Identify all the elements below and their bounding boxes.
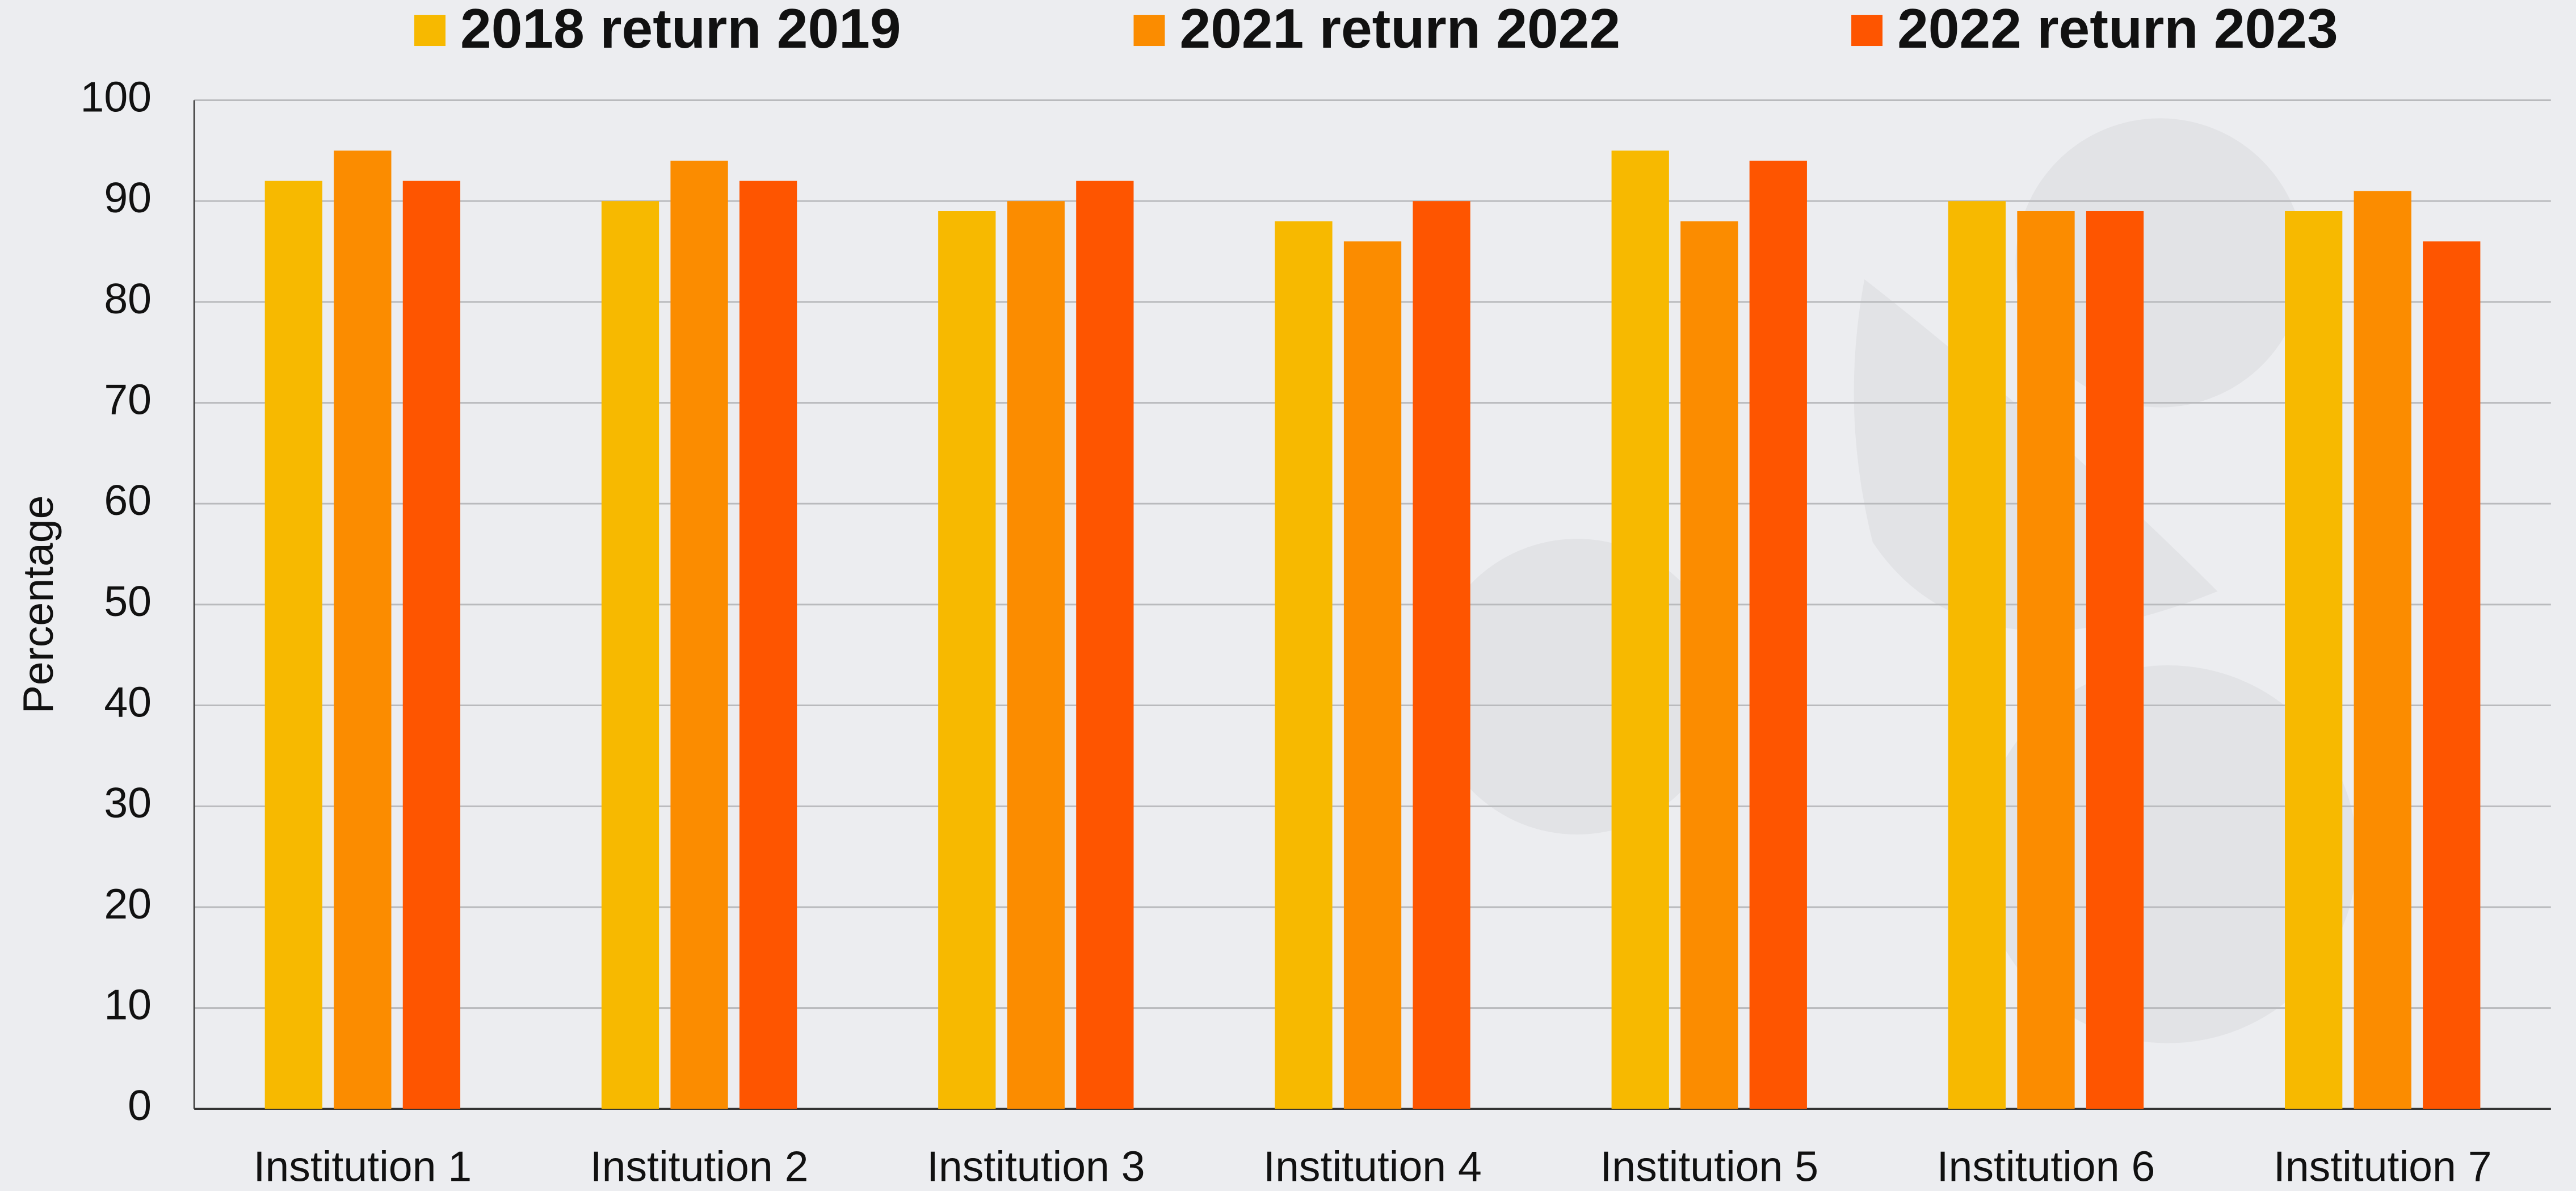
y-tick-label: 40 xyxy=(104,678,152,725)
bar xyxy=(1413,201,1470,1109)
bar xyxy=(264,181,322,1109)
x-tick-label: Institution 7 xyxy=(2274,1142,2492,1190)
bar xyxy=(1275,221,1333,1109)
y-tick-label: 50 xyxy=(104,577,152,625)
legend-swatch xyxy=(1133,15,1165,47)
bar xyxy=(2423,241,2481,1109)
legend-label: 2018 return 2019 xyxy=(460,0,901,60)
bar xyxy=(1007,201,1065,1109)
bar xyxy=(2285,211,2343,1109)
x-tick-label: Institution 6 xyxy=(1937,1142,2155,1190)
y-tick-label: 70 xyxy=(104,375,152,423)
legend-swatch xyxy=(414,15,446,47)
bar xyxy=(334,150,392,1109)
legend-label: 2021 return 2022 xyxy=(1180,0,1621,60)
y-tick-label: 60 xyxy=(104,476,152,524)
bar xyxy=(1611,150,1669,1109)
y-tick-label: 30 xyxy=(104,779,152,827)
bar xyxy=(1680,221,1738,1109)
x-tick-label: Institution 5 xyxy=(1600,1142,1818,1190)
bar xyxy=(670,161,728,1109)
y-tick-label: 90 xyxy=(104,174,152,221)
legend-label: 2022 return 2023 xyxy=(1897,0,2338,60)
bar xyxy=(601,201,659,1109)
y-tick-label: 20 xyxy=(104,880,152,928)
bar xyxy=(2354,191,2411,1109)
y-tick-label: 80 xyxy=(104,275,152,322)
y-tick-label: 0 xyxy=(128,1081,152,1129)
x-tick-label: Institution 3 xyxy=(927,1142,1145,1190)
bar xyxy=(2086,211,2144,1109)
y-axis-label: Percentage xyxy=(14,496,62,714)
x-tick-label: Institution 1 xyxy=(253,1142,472,1190)
y-tick-label: 10 xyxy=(104,981,152,1029)
x-tick-label: Institution 4 xyxy=(1263,1142,1482,1190)
bar xyxy=(739,181,797,1109)
bar xyxy=(1076,181,1134,1109)
bar xyxy=(1343,241,1402,1109)
x-tick-label: Institution 2 xyxy=(590,1142,809,1190)
bar xyxy=(2017,211,2075,1109)
y-tick-label: 100 xyxy=(80,73,152,120)
bar xyxy=(1749,161,1807,1109)
legend-swatch xyxy=(1851,15,1883,47)
bar xyxy=(1948,201,2006,1109)
bar xyxy=(402,181,461,1109)
bar xyxy=(938,211,996,1109)
